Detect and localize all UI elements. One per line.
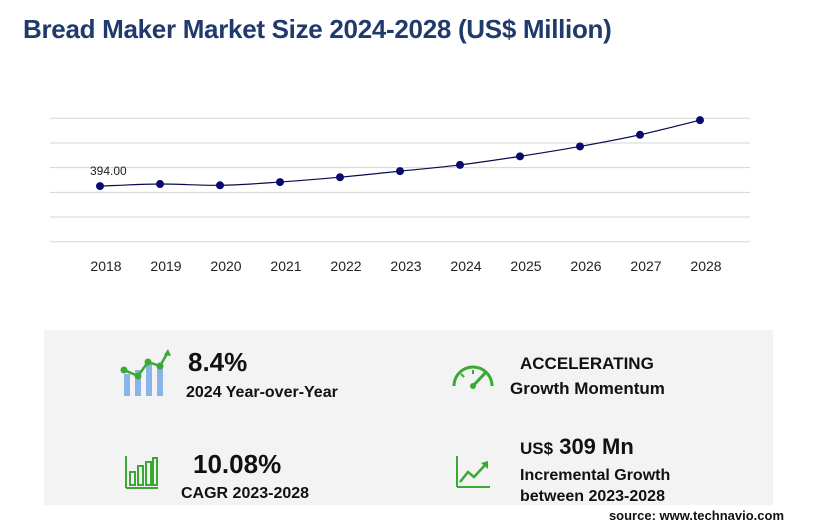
data-point-2022 xyxy=(336,173,344,182)
incremental-currency: US$ xyxy=(520,439,554,458)
data-point-2023 xyxy=(396,167,404,176)
x-tick-label: 2026 xyxy=(570,258,601,274)
data-point-2018 xyxy=(96,182,104,191)
yoy-label: 2024 Year-over-Year xyxy=(186,384,338,401)
data-point-2019 xyxy=(156,180,164,189)
yoy-value: 8.4% xyxy=(188,347,248,377)
data-point-2026 xyxy=(576,142,584,151)
incremental-label-line1: Incremental Growth xyxy=(520,467,671,484)
incremental-value: US$ 309 Mn xyxy=(520,434,634,460)
grid-lines xyxy=(50,117,750,243)
x-axis-tick-labels: 2018 2019 2020 2021 2022 2023 2024 2025 2026 2027… xyxy=(90,258,721,274)
cagr-value: 10.08% xyxy=(193,449,282,479)
x-tick-label: 2025 xyxy=(510,258,541,274)
data-point-2028 xyxy=(696,116,704,125)
bar-chart-icon xyxy=(125,456,158,489)
trend-up-chart-icon xyxy=(456,456,490,488)
x-tick-label: 2020 xyxy=(210,258,241,274)
momentum-subtitle: Growth Momentum xyxy=(510,379,665,398)
x-tick-label: 2028 xyxy=(690,258,721,274)
data-labels: 394.00 xyxy=(90,164,127,178)
speedometer-icon xyxy=(452,365,494,389)
stats-panel xyxy=(44,330,773,505)
line-chart: 394.00 2018 2019 2020 2021 2022 2023 2024 2025 2… xyxy=(50,116,750,274)
incremental-amount: 309 Mn xyxy=(559,434,634,459)
momentum-title: ACCELERATING xyxy=(520,354,654,373)
cagr-label: CAGR 2023-2028 xyxy=(181,485,310,502)
source-note: source: www.technavio.com xyxy=(608,508,784,523)
data-point-2020 xyxy=(216,181,224,190)
data-point-2024 xyxy=(456,160,464,169)
x-tick-label: 2018 xyxy=(90,258,121,274)
bar-line-growth-icon xyxy=(120,349,171,396)
x-tick-label: 2022 xyxy=(330,258,361,274)
x-tick-label: 2021 xyxy=(270,258,301,274)
data-point-2027 xyxy=(636,130,644,139)
data-label: 394.00 xyxy=(90,164,127,178)
data-point-2021 xyxy=(276,178,284,187)
x-tick-label: 2024 xyxy=(450,258,481,274)
data-point-2025 xyxy=(516,152,524,161)
x-tick-label: 2019 xyxy=(150,258,181,274)
chart-title: Bread Maker Market Size 2024-2028 (US$ M… xyxy=(23,14,612,44)
data-markers xyxy=(96,116,704,191)
x-tick-label: 2023 xyxy=(390,258,421,274)
incremental-label-line2: between 2023-2028 xyxy=(520,488,665,505)
series-line xyxy=(99,119,701,187)
x-tick-label: 2027 xyxy=(630,258,661,274)
